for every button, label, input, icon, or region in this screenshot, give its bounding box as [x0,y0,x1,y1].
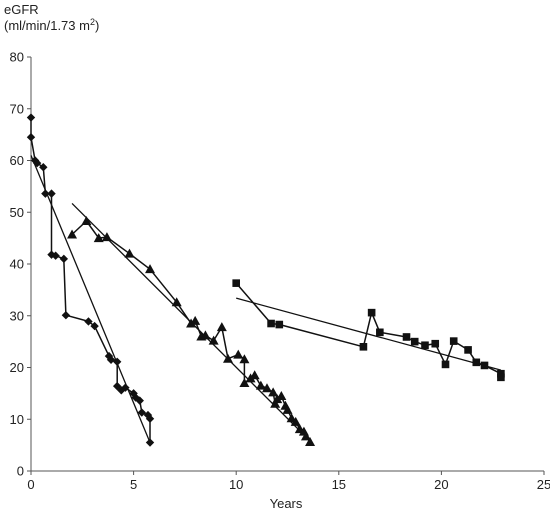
square-marker [359,343,368,351]
y-axis-unit: (ml/min/1.73 m2) [4,17,99,33]
y-tick-label: 0 [17,464,24,479]
y-tick-label: 40 [10,257,24,272]
square-marker [480,361,489,370]
y-tick-label: 70 [10,101,24,116]
x-tick-label: 25 [537,477,550,492]
y-axis-title: eGFR (ml/min/1.73 m2) [4,2,99,33]
diamond-marker [26,113,36,122]
diamond-marker [112,357,122,367]
triangle-marker [290,416,301,426]
triangle-marker [171,297,182,307]
triangle-marker [124,248,135,258]
triangle-marker [239,378,250,388]
diamond-marker [30,156,40,165]
square-marker [472,358,481,367]
series-line-triangle [71,220,311,443]
diamond-marker [121,383,130,392]
triangle-marker [276,390,287,400]
y-tick-label: 10 [10,412,24,427]
diamond-marker [84,317,93,326]
x-tick-label: 20 [434,477,448,492]
diamond-marker [47,250,56,259]
y-tick-label: 50 [10,205,24,220]
diamond-marker [135,396,144,405]
triangle-marker [233,349,244,359]
triangle-marker [200,330,211,340]
triangle-marker [216,322,227,332]
diamond-marker [145,438,155,447]
y-tick-label: 30 [10,308,24,323]
diamond-marker [137,408,147,417]
trend-lines [30,155,502,443]
triangle-marker [93,233,104,243]
triangle-marker [145,264,156,274]
square-marker [376,328,384,337]
diamond-marker [32,158,42,168]
triangle-marker [190,315,201,325]
y-tick-label: 80 [10,50,24,65]
y-axis-unit-main: (ml/min/1.73 m [4,18,90,33]
x-tick-label: 0 [27,477,34,492]
square-marker [431,339,440,348]
triangle-marker [101,232,112,242]
series-lines [30,117,502,443]
ticks: 0 10 20 30 40 50 60 70 80 0 5 10 15 20 25 [10,50,550,493]
triangle-marker [305,437,316,447]
y-tick-label: 60 [10,153,24,168]
square-marker [410,337,419,346]
triangle-marker [282,404,293,414]
square-marker [402,333,411,341]
series-line-square [235,282,502,378]
triangle-marker [81,216,92,226]
square-marker [441,360,450,369]
diamond-marker [39,163,48,172]
x-axis-label: Years [270,496,303,511]
y-axis-label: eGFR [4,2,39,17]
trend-line-square [236,297,502,371]
x-tick-label: 15 [332,477,346,492]
square-marker [367,308,376,317]
square-marker [275,320,284,329]
triangle-marker [239,354,250,364]
y-tick-label: 20 [10,360,24,375]
diamond-marker [104,351,114,361]
square-marker [464,346,472,354]
square-marker [421,341,429,350]
square-marker [267,319,275,328]
diamond-marker [145,414,155,423]
triangle-marker [208,335,219,345]
y-axis-unit-sup: 2 [90,17,95,27]
triangle-marker [255,380,266,390]
y-axis-unit-close: ) [95,18,99,33]
x-tick-label: 10 [229,477,243,492]
triangle-marker [261,383,272,393]
diamond-marker [26,133,36,142]
triangle-marker [67,229,78,239]
diamond-marker [61,311,71,320]
triangle-marker [186,318,197,328]
data-markers [26,113,505,447]
triangle-marker [300,431,311,441]
square-marker [497,373,505,382]
triangle-marker [268,387,279,397]
diamond-marker [59,254,69,264]
diamond-marker [41,189,50,198]
triangle-marker [249,370,260,380]
diamond-marker [47,189,56,198]
trend-line-diamond [30,155,151,443]
square-marker [232,279,240,287]
square-marker [449,337,458,345]
diamond-marker [51,251,60,260]
x-tick-label: 5 [130,477,137,492]
triangle-marker [270,398,281,408]
triangle-marker [222,353,233,363]
diamond-marker [90,321,99,331]
